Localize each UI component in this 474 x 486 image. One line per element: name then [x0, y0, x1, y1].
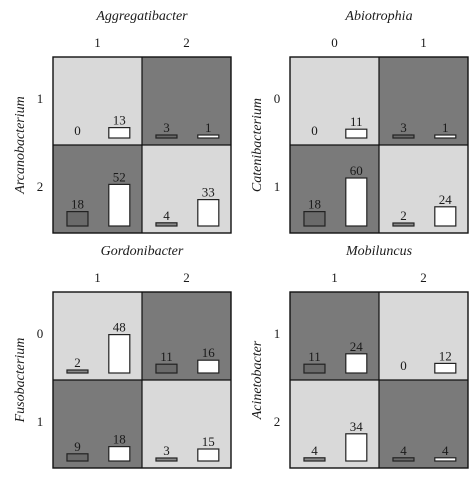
- bar: [345, 353, 368, 374]
- panel-title: Aggregatibacter: [95, 9, 188, 24]
- bar: [155, 457, 178, 462]
- bar-value-label: 18: [71, 197, 84, 212]
- row-axis-label: Acinetobacter: [250, 340, 265, 420]
- bar: [108, 183, 131, 227]
- bar-value-label: 16: [202, 345, 216, 360]
- row-tick-label: 1: [274, 179, 281, 194]
- row-tick-label: 1: [274, 326, 281, 341]
- bar: [108, 446, 131, 462]
- bar-value-label: 3: [400, 120, 407, 135]
- row-tick-label: 0: [274, 91, 281, 106]
- column-tick-label: 2: [183, 35, 190, 50]
- bar-value-label: 2: [74, 355, 81, 370]
- row-tick-label: 1: [37, 414, 44, 429]
- bar-value-label: 48: [113, 320, 126, 335]
- bar: [155, 363, 178, 374]
- bar-value-label: 13: [113, 113, 126, 128]
- bar: [197, 134, 220, 139]
- column-tick-label: 2: [420, 270, 427, 285]
- bar: [392, 222, 415, 227]
- row-tick-label: 2: [274, 414, 281, 429]
- column-tick-label: 1: [94, 270, 101, 285]
- bar-value-label: 3: [163, 120, 170, 135]
- bar: [345, 433, 368, 462]
- row-tick-label: 1: [37, 91, 44, 106]
- bar: [66, 211, 89, 227]
- row-axis-label: Arcanobacterium: [13, 96, 28, 194]
- bar-value-label: 0: [311, 123, 318, 138]
- bar-value-label: 2: [400, 208, 407, 223]
- bar-value-label: 15: [202, 434, 215, 449]
- panel-title: Gordonibacter: [101, 244, 184, 259]
- bar-value-label: 1: [442, 120, 449, 135]
- mosaic-cell-dark: [379, 57, 468, 145]
- column-tick-label: 1: [331, 270, 338, 285]
- panel-title: Abiotrophia: [344, 9, 412, 24]
- bar: [66, 453, 89, 462]
- bar-value-label: 4: [400, 443, 407, 458]
- column-tick-label: 2: [183, 270, 190, 285]
- bar-value-label: 18: [308, 197, 321, 212]
- bar-value-label: 9: [74, 439, 81, 454]
- bar: [66, 369, 89, 374]
- bar-value-label: 4: [311, 443, 318, 458]
- bar: [303, 363, 326, 374]
- bar: [345, 128, 368, 139]
- row-tick-label: 2: [37, 179, 44, 194]
- bar-value-label: 11: [160, 349, 173, 364]
- bar: [197, 359, 220, 374]
- bar: [303, 457, 326, 462]
- bar: [434, 134, 457, 139]
- bar: [197, 199, 220, 227]
- panel-frame: [289, 56, 469, 234]
- row-axis-label: Fusobacterium: [13, 338, 28, 424]
- panel-frame: [289, 291, 469, 469]
- row-axis-label: Catenibacterium: [250, 98, 265, 192]
- bar-value-label: 4: [442, 443, 449, 458]
- bar-value-label: 0: [400, 358, 407, 373]
- bar-value-label: 52: [113, 169, 126, 184]
- bar-value-label: 33: [202, 185, 215, 200]
- bar: [392, 134, 415, 139]
- bar: [303, 211, 326, 227]
- mosaic-cell-dark: [379, 380, 468, 468]
- row-tick-label: 0: [37, 326, 44, 341]
- panel-frame: [52, 56, 232, 234]
- bar: [434, 457, 457, 462]
- bar: [155, 222, 178, 227]
- panel-title: Mobiluncus: [345, 244, 413, 259]
- bar-value-label: 0: [74, 123, 81, 138]
- bar: [392, 457, 415, 462]
- bar-value-label: 34: [350, 419, 364, 434]
- mosaic-cell-dark: [142, 57, 231, 145]
- bar-value-label: 1: [205, 120, 212, 135]
- column-tick-label: 1: [420, 35, 427, 50]
- bar: [155, 134, 178, 139]
- bar-value-label: 3: [163, 443, 170, 458]
- bar-value-label: 24: [350, 339, 364, 354]
- bar-value-label: 11: [308, 349, 321, 364]
- bar: [197, 448, 220, 462]
- bar-value-label: 60: [350, 163, 363, 178]
- bar-value-label: 18: [113, 432, 126, 447]
- bar: [108, 334, 131, 374]
- panel-frame: [52, 291, 232, 469]
- column-tick-label: 1: [94, 35, 101, 50]
- bar: [108, 126, 131, 139]
- column-tick-label: 0: [331, 35, 338, 50]
- bar: [345, 177, 368, 227]
- bar-value-label: 24: [439, 192, 453, 207]
- bar-value-label: 12: [439, 348, 452, 363]
- bar: [434, 362, 457, 374]
- bar: [434, 206, 457, 227]
- bar-value-label: 4: [163, 208, 170, 223]
- panel-1: Aggregatibacter 1 2 1 2 Arcanobacterium 0 13 3 1 1…: [13, 9, 232, 234]
- bar-value-label: 11: [350, 114, 363, 129]
